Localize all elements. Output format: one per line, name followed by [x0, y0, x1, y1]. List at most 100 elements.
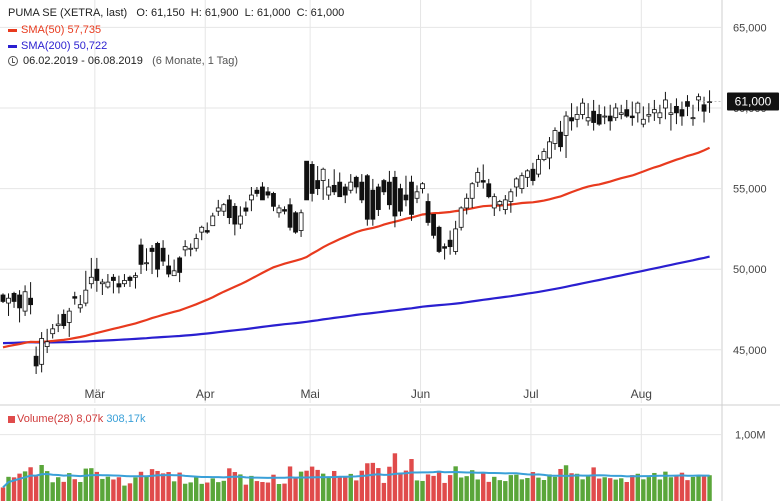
candle-body — [458, 207, 464, 228]
candle-body — [133, 275, 138, 278]
volume-bar — [503, 481, 508, 501]
volume-bar — [182, 483, 188, 501]
candle-body — [193, 238, 199, 249]
volume-bar — [519, 479, 525, 501]
volume-bar — [194, 476, 199, 501]
volume-bar — [67, 473, 72, 501]
candle-body — [166, 265, 172, 275]
volume-bar — [332, 470, 337, 501]
volume-bar — [558, 468, 563, 501]
volume-bar — [105, 476, 111, 501]
volume-bar — [409, 459, 414, 501]
volume-bar — [514, 474, 519, 501]
volume-bar — [293, 477, 298, 501]
volume-bar — [596, 478, 602, 501]
candle-body — [221, 204, 227, 212]
volume-bar — [398, 472, 403, 501]
candle-body — [33, 355, 39, 367]
volume-bar — [39, 464, 44, 501]
candle-body — [685, 101, 690, 107]
volume-bar — [94, 471, 100, 501]
x-month-label: Apr — [196, 387, 215, 401]
volume-bar — [56, 477, 61, 501]
volume-bar — [486, 481, 491, 501]
volume-bar — [613, 479, 618, 501]
x-month-label: Mär — [85, 387, 106, 401]
candle-body — [210, 215, 216, 227]
volume-bar — [205, 482, 210, 501]
legend-sma200: SMA(200) 50,722 — [8, 39, 107, 53]
candle-body — [375, 186, 381, 210]
volume-bar — [44, 471, 50, 501]
volume-bar — [304, 470, 309, 501]
volume-bar — [492, 476, 497, 501]
volume-label: Volume(28) — [17, 413, 74, 425]
candle-body — [491, 196, 497, 209]
candle-body — [580, 102, 585, 115]
candle-body — [508, 191, 514, 202]
candle-body — [591, 110, 597, 123]
volume-bar — [646, 477, 652, 501]
candle-body — [232, 205, 238, 225]
candle-body — [513, 178, 519, 188]
volume-bar — [668, 477, 674, 501]
candle-body — [574, 114, 580, 120]
volume-average-line — [2, 470, 710, 489]
volume-legend: Volume(28) 8,07k 308,17k — [8, 413, 145, 425]
candle-body — [475, 172, 481, 183]
candle-body — [701, 104, 707, 112]
legend-sma50: SMA(50) 57,735 — [8, 23, 101, 37]
volume-bar — [354, 480, 359, 501]
volume-bar — [552, 476, 558, 501]
volume-bar — [133, 477, 138, 501]
candle-body — [204, 230, 210, 233]
sma50-line — [2, 146, 711, 349]
candle-body — [398, 188, 403, 212]
candle-body — [11, 292, 17, 302]
volume-bar — [177, 472, 182, 501]
instrument-name: PUMA SE (XETRA, last) — [8, 7, 128, 19]
candle-body — [94, 268, 100, 281]
legend-title-row: PUMA SE (XETRA, last) O: 61,150 H: 61,90… — [8, 6, 344, 20]
volume-bar — [585, 475, 591, 501]
volume-bar — [127, 483, 133, 501]
candle-body — [309, 164, 315, 194]
volume-bar — [530, 472, 536, 501]
candle-body — [502, 199, 508, 210]
volume-bar — [359, 470, 364, 501]
candle-body — [99, 281, 105, 285]
volume-bar — [701, 476, 707, 501]
volume-bar — [453, 466, 458, 501]
candle-body — [497, 201, 503, 206]
volume-bar — [475, 479, 480, 501]
candle-body — [138, 244, 144, 265]
candle-body — [552, 130, 558, 144]
candle-body — [364, 175, 370, 220]
candle-body — [215, 207, 221, 212]
volume-bar — [155, 470, 160, 501]
volume-bar — [78, 482, 83, 501]
candle-body — [66, 310, 72, 323]
volume-bar — [414, 480, 420, 501]
volume-bar — [442, 482, 447, 501]
volume-bar — [652, 472, 657, 501]
volume-bar — [315, 469, 320, 501]
candle-body — [469, 183, 475, 199]
volume-bar — [227, 468, 232, 501]
candle-body — [663, 99, 668, 109]
volume-bar — [199, 483, 204, 501]
volume-bar — [6, 476, 11, 501]
clock-icon — [8, 56, 18, 67]
volume-bar — [370, 462, 376, 501]
volume-bar — [508, 475, 514, 501]
x-month-label: Jul — [523, 387, 538, 401]
volume-bar — [337, 477, 342, 501]
volume-bar — [249, 475, 254, 501]
volume-bar — [365, 463, 370, 501]
volume-bar — [61, 481, 66, 501]
volume-bar — [403, 470, 409, 501]
candle-body — [558, 131, 563, 148]
candle-body — [22, 291, 28, 312]
y-tick-label: 50,000 — [733, 264, 767, 276]
candle-body — [188, 247, 194, 250]
